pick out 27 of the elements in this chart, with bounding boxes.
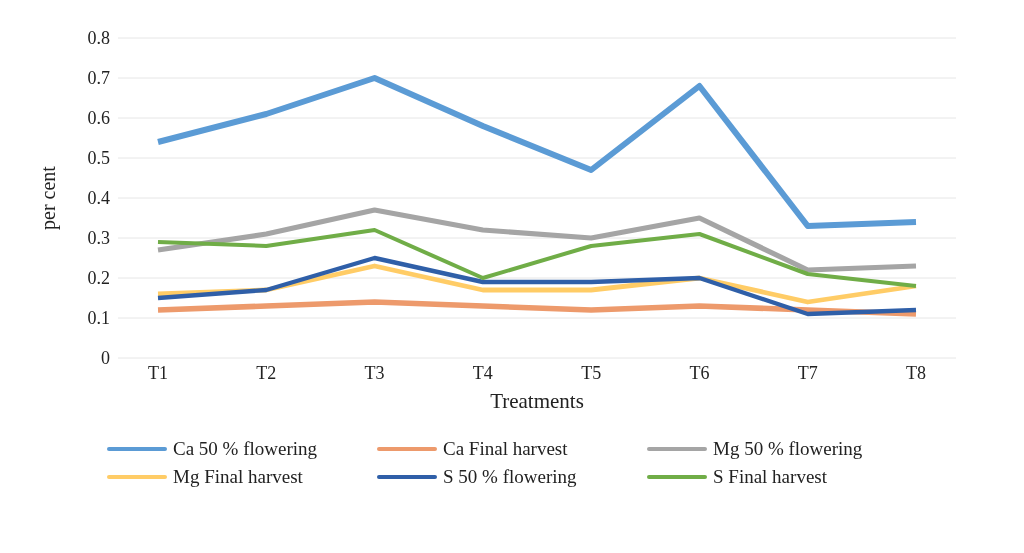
x-tick-label: T8 [906, 362, 926, 383]
y-tick-label: 0.4 [87, 188, 110, 209]
x-tick-label: T5 [581, 362, 602, 383]
x-tick-label: T1 [148, 362, 168, 383]
y-tick-label: 0.2 [87, 268, 110, 289]
x-tick-label: T6 [689, 362, 710, 383]
y-tick-label: 0.8 [87, 28, 110, 49]
line-series [155, 255, 919, 317]
y-tick-label: 0.3 [87, 228, 110, 249]
legend-label: Ca 50 % flowering [173, 438, 318, 460]
x-tick-label: T4 [472, 362, 493, 383]
legend-label: Mg Final harvest [173, 466, 303, 488]
y-tick-label: 0.1 [87, 308, 110, 329]
y-axis-title: per cent [37, 165, 61, 230]
y-tick-label: 0.6 [87, 108, 110, 129]
y-tick-label: 0.7 [87, 68, 110, 89]
legend-label: Ca Final harvest [443, 438, 568, 460]
y-tick-label: 0 [101, 348, 110, 369]
x-tick-label: T2 [256, 362, 277, 383]
x-tick-label: T7 [797, 362, 818, 383]
line-series [156, 228, 918, 288]
x-axis-title: Treatments [490, 389, 584, 413]
y-tick-label: 0.5 [87, 148, 110, 169]
legend-label: S Final harvest [713, 466, 827, 488]
legend-label: S 50 % flowering [443, 466, 577, 488]
x-tick-label: T3 [364, 362, 385, 383]
legend-label: Mg 50 % flowering [713, 438, 863, 460]
